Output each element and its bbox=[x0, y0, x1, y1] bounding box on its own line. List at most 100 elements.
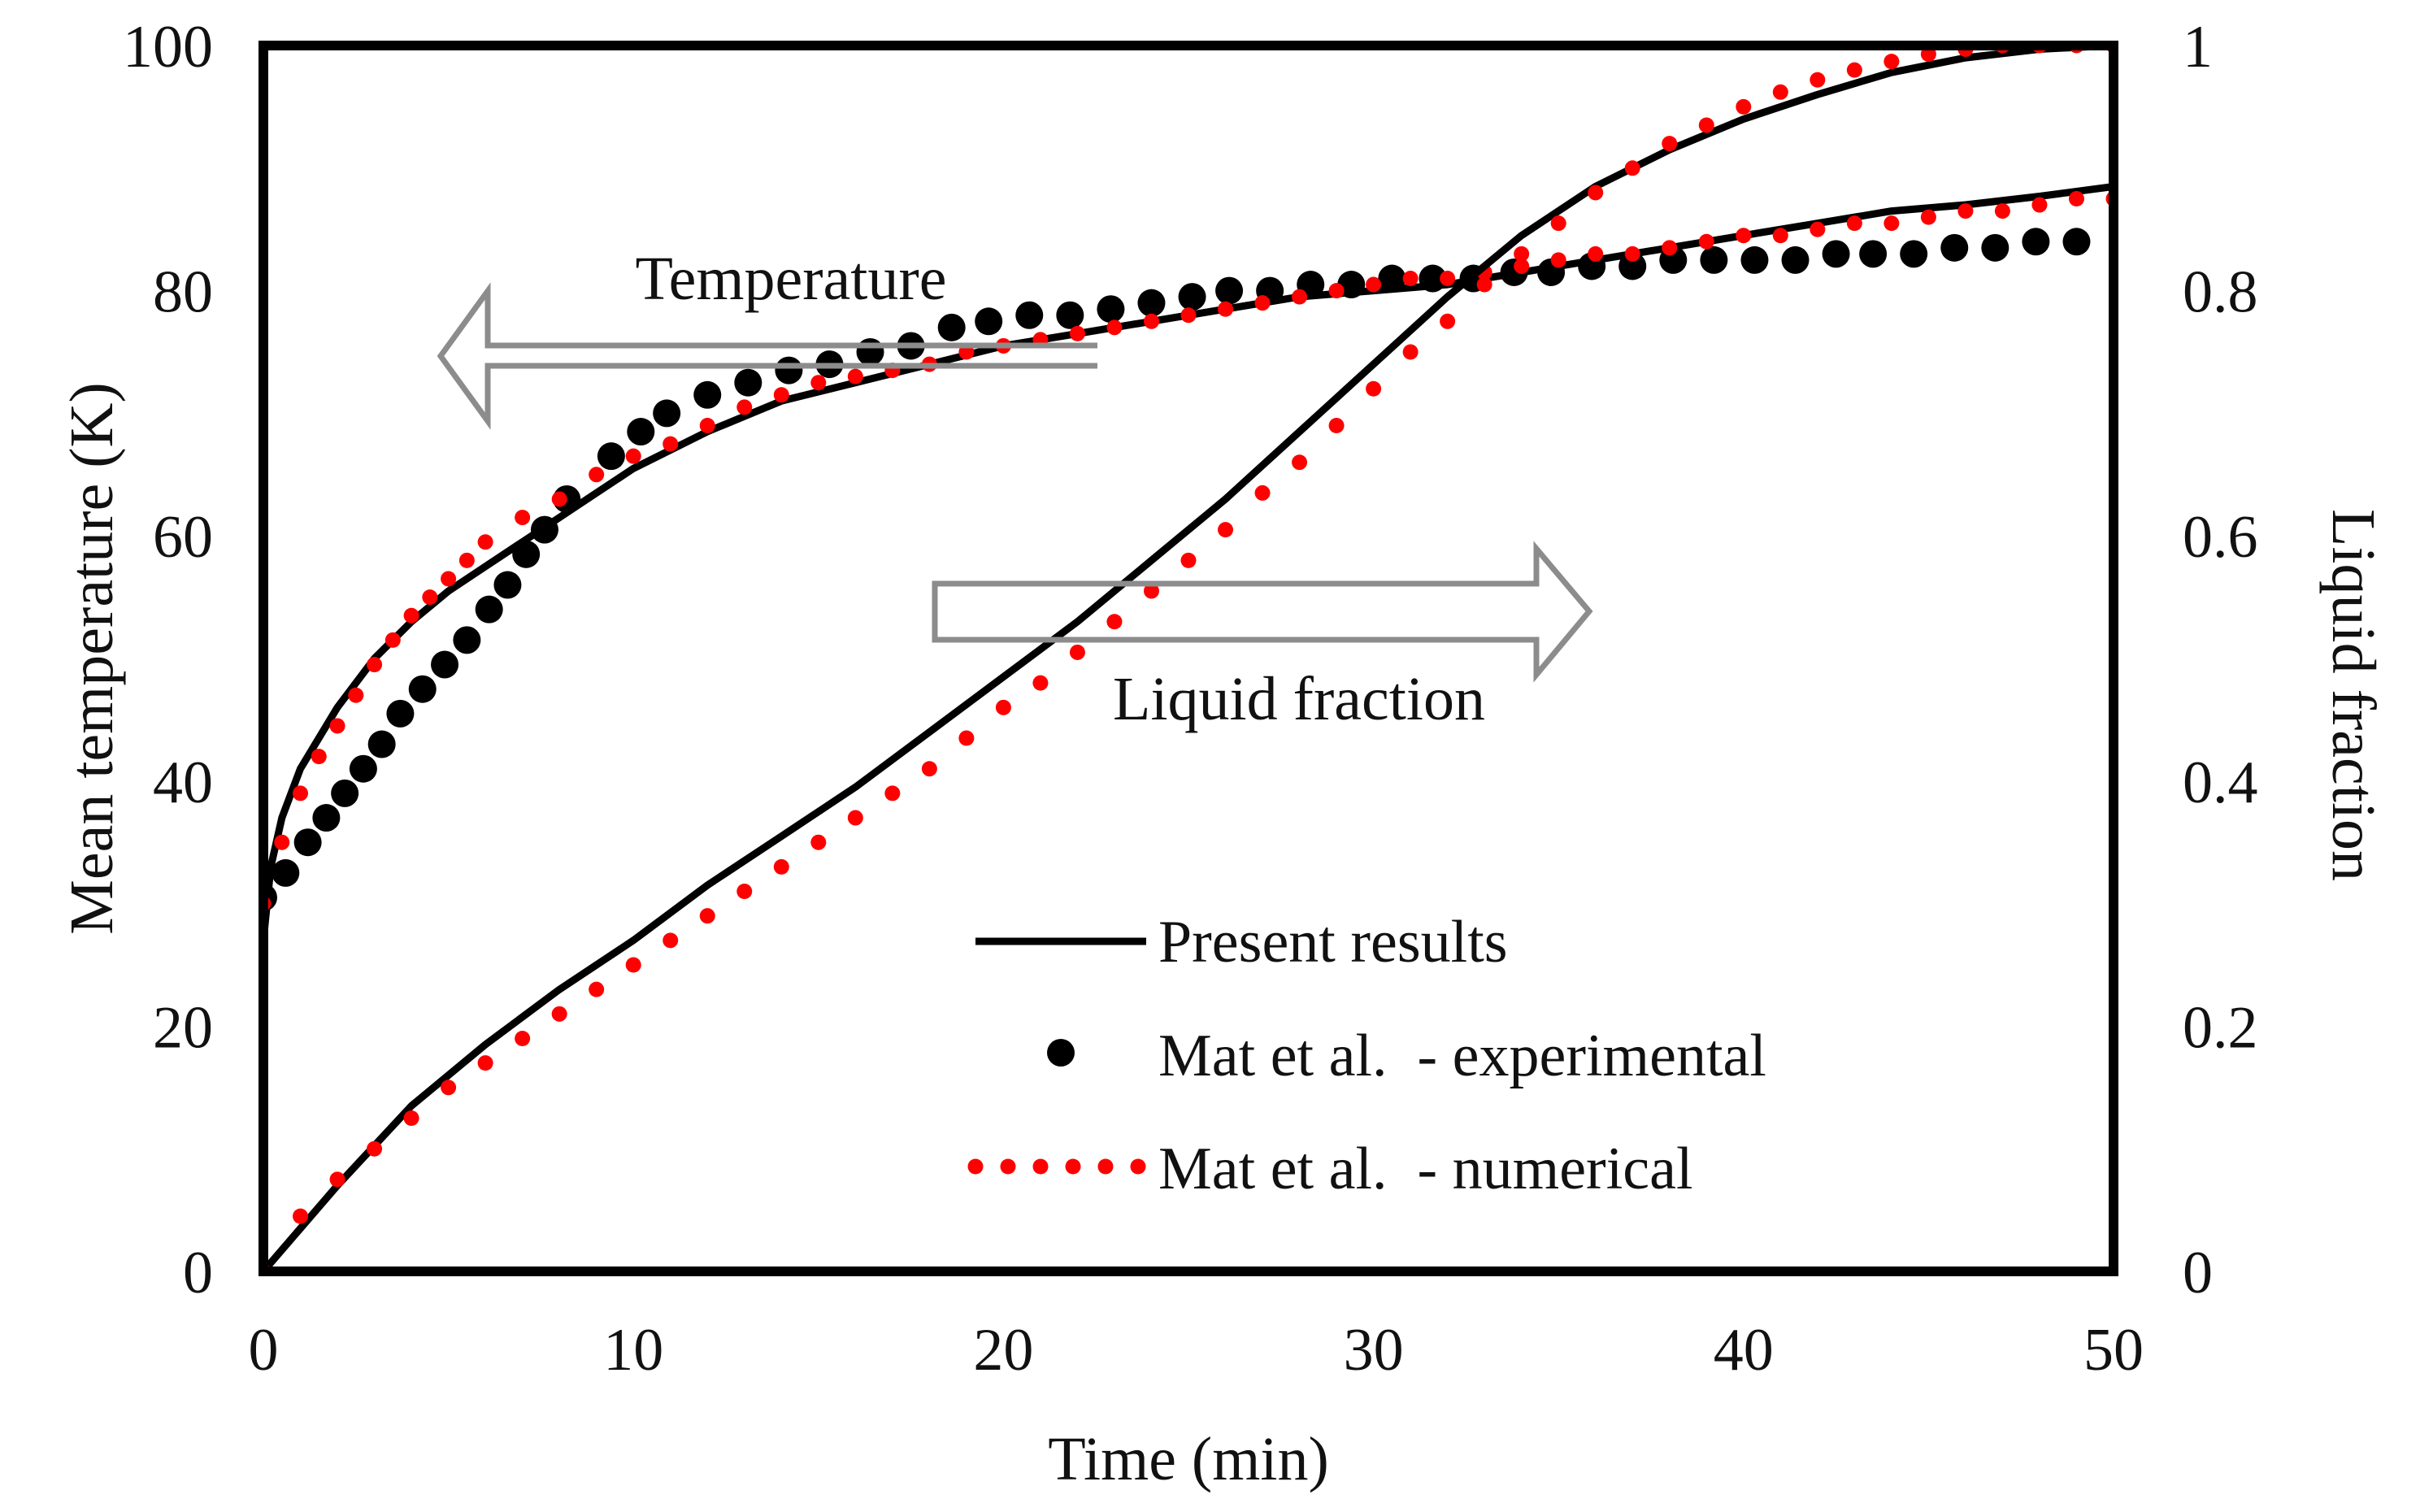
data-point bbox=[1143, 313, 1159, 329]
data-point bbox=[515, 1030, 531, 1046]
data-point bbox=[773, 858, 789, 875]
data-point bbox=[2062, 228, 2091, 256]
data-point bbox=[1069, 325, 1085, 341]
x-tick-label: 40 bbox=[1714, 1317, 1774, 1384]
x-axis-ticks: 0 10 20 30 40 50 bbox=[249, 1317, 2144, 1384]
data-point bbox=[1254, 484, 1271, 501]
data-point bbox=[512, 540, 541, 568]
data-point bbox=[775, 356, 803, 385]
data-point bbox=[1662, 136, 1678, 152]
data-point bbox=[1402, 271, 1419, 287]
y2-tick-label: 0.2 bbox=[2183, 994, 2258, 1061]
data-point bbox=[1740, 245, 1769, 274]
data-point bbox=[810, 375, 827, 391]
data-point bbox=[422, 589, 438, 606]
data-point bbox=[1846, 62, 1862, 78]
data-point bbox=[2031, 197, 2048, 213]
y-tick-label: 100 bbox=[123, 14, 213, 80]
data-point bbox=[1328, 283, 1345, 299]
data-point bbox=[1402, 344, 1419, 360]
legend-label-experimental: Mat et al. - experimental bbox=[1158, 1023, 1766, 1089]
data-point bbox=[367, 1141, 383, 1157]
data-point bbox=[367, 730, 396, 758]
y-tick-label: 80 bbox=[153, 259, 213, 326]
data-point bbox=[995, 699, 1011, 715]
data-point bbox=[1514, 258, 1530, 274]
data-point bbox=[311, 749, 327, 765]
data-point bbox=[1846, 215, 1862, 232]
legend-red-dot bbox=[1097, 1158, 1114, 1175]
legend-entry-experimental: Mat et al. - experimental bbox=[1047, 1023, 1766, 1089]
data-point bbox=[1810, 221, 1826, 237]
data-point bbox=[1662, 240, 1678, 256]
data-point bbox=[1178, 283, 1206, 311]
data-point bbox=[475, 595, 503, 623]
data-point bbox=[1378, 264, 1406, 293]
legend-swatch-red-dots bbox=[967, 1158, 1146, 1175]
data-point bbox=[1700, 245, 1728, 274]
data-point bbox=[1698, 233, 1714, 250]
y-tick-label: 20 bbox=[153, 994, 213, 1061]
data-point bbox=[515, 510, 531, 526]
data-point bbox=[1056, 301, 1084, 329]
x-tick-label: 0 bbox=[249, 1317, 279, 1384]
data-point bbox=[1015, 301, 1044, 329]
data-point bbox=[699, 417, 715, 433]
temperature-annotation-label: Temperature bbox=[636, 245, 947, 313]
data-point bbox=[810, 834, 827, 850]
data-point bbox=[408, 675, 437, 703]
data-point bbox=[2068, 191, 2084, 206]
liquid-fraction-annotation-label: Liquid fraction bbox=[1113, 665, 1485, 733]
data-point bbox=[1618, 252, 1647, 280]
y-axis-title: Mean temperature (K) bbox=[58, 382, 126, 934]
x-tick-label: 50 bbox=[2083, 1317, 2144, 1384]
data-point bbox=[625, 448, 641, 464]
data-point bbox=[653, 399, 681, 428]
data-point bbox=[663, 436, 679, 452]
data-point bbox=[1328, 417, 1345, 433]
data-point bbox=[493, 571, 522, 599]
data-point bbox=[1440, 271, 1456, 287]
y2-axis-title: Liquid fraction bbox=[2319, 509, 2387, 881]
data-point bbox=[312, 804, 341, 832]
data-point bbox=[385, 632, 401, 648]
data-point bbox=[1419, 264, 1447, 293]
data-point bbox=[1366, 380, 1382, 397]
y2-axis-ticks: 0 0.2 0.4 0.6 0.8 1 bbox=[2183, 14, 2258, 1306]
legend-label-present-results: Present results bbox=[1158, 909, 1508, 975]
data-point bbox=[349, 754, 377, 783]
data-point bbox=[331, 779, 359, 807]
x-axis-title: Time (min) bbox=[1048, 1425, 1329, 1493]
temperature-arrow bbox=[437, 282, 1097, 430]
legend-red-dot bbox=[1130, 1158, 1146, 1175]
data-point bbox=[597, 442, 625, 471]
data-point bbox=[1822, 240, 1850, 268]
liquid-fraction-arrow bbox=[932, 541, 1593, 683]
data-point bbox=[2022, 228, 2050, 256]
data-point bbox=[1218, 301, 1234, 317]
data-point bbox=[625, 957, 641, 973]
data-point bbox=[589, 467, 605, 483]
data-point bbox=[1883, 215, 1900, 232]
data-point bbox=[1550, 252, 1566, 268]
data-point bbox=[884, 785, 901, 802]
series-present-results-liquid-fraction bbox=[263, 46, 2114, 1271]
data-point bbox=[551, 491, 567, 507]
y2-tick-label: 0.4 bbox=[2183, 749, 2258, 816]
data-point bbox=[530, 515, 558, 544]
y2-tick-label: 0 bbox=[2183, 1240, 2213, 1306]
x-tick-label: 20 bbox=[973, 1317, 1033, 1384]
data-point bbox=[1624, 245, 1640, 262]
data-point bbox=[1981, 233, 2009, 262]
data-point bbox=[1032, 675, 1049, 691]
data-point bbox=[348, 687, 364, 703]
data-point bbox=[1698, 117, 1714, 133]
legend-entry-numerical: Mat et al. - numerical bbox=[967, 1136, 1693, 1202]
data-point bbox=[856, 338, 884, 366]
data-point bbox=[1337, 271, 1366, 299]
legend-swatch-black-dot bbox=[1047, 1039, 1075, 1067]
data-point bbox=[1810, 72, 1826, 88]
data-point bbox=[272, 858, 300, 887]
data-point bbox=[293, 1208, 309, 1224]
data-point bbox=[1900, 240, 1928, 268]
